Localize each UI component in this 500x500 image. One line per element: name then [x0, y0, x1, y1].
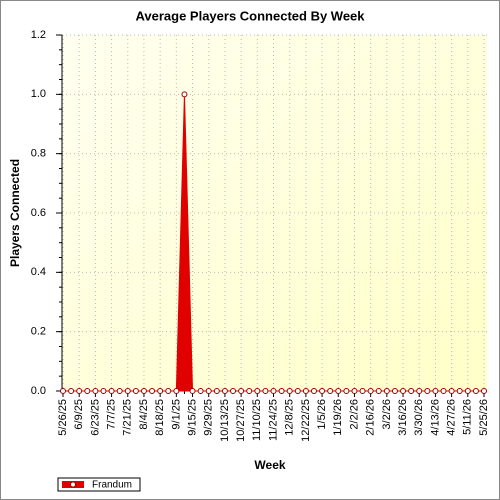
- point: [221, 388, 228, 394]
- point: [173, 388, 180, 394]
- point: [149, 388, 156, 394]
- x-tick-label: 2/16/26: [365, 399, 377, 436]
- point: [440, 388, 447, 394]
- point: [351, 388, 358, 394]
- point: [278, 388, 285, 394]
- x-tick-label: 8/18/25: [154, 399, 166, 436]
- point: [124, 388, 131, 394]
- legend-marker: [70, 481, 76, 488]
- point: [165, 388, 172, 394]
- x-tick-label: 11/24/25: [267, 399, 279, 441]
- x-tick-label: 11/10/25: [251, 399, 263, 441]
- point: [68, 388, 75, 394]
- point: [481, 388, 487, 394]
- point: [327, 388, 334, 394]
- point: [448, 388, 455, 394]
- x-tick-label: 1/19/26: [332, 399, 344, 436]
- x-tick-label: 6/9/25: [73, 399, 85, 430]
- x-tick-label: 7/7/25: [105, 399, 117, 430]
- point: [359, 388, 366, 394]
- y-tick-label: 1.2: [31, 29, 46, 41]
- x-tick-label: 12/22/25: [300, 399, 312, 442]
- point: [319, 388, 326, 394]
- point: [84, 388, 91, 394]
- y-tick-label: 0.6: [31, 207, 46, 219]
- x-tick-label: 9/15/25: [186, 399, 198, 436]
- y-tick-label: 0.2: [31, 326, 46, 338]
- point: [383, 388, 390, 394]
- point: [230, 388, 237, 394]
- x-tick-label: 7/21/25: [122, 399, 134, 436]
- point: [100, 388, 107, 394]
- point: [132, 388, 139, 394]
- x-tick-label: 5/11/26: [462, 399, 474, 435]
- x-tick-label: 3/16/26: [397, 399, 409, 436]
- x-tick-label: 8/4/25: [138, 399, 150, 430]
- point: [254, 388, 261, 394]
- x-tick-label: 10/27/25: [235, 399, 247, 442]
- point: [140, 388, 147, 394]
- y-tick-label: 1.0: [31, 88, 46, 100]
- point: [400, 388, 407, 394]
- point: [92, 388, 99, 394]
- point: [294, 388, 301, 394]
- point: [262, 388, 269, 394]
- point: [343, 388, 350, 394]
- x-tick-label: 3/30/26: [413, 399, 425, 436]
- point: [189, 388, 196, 394]
- y-axis-title: Players Connected: [8, 159, 22, 267]
- x-tick-label: 3/2/26: [381, 399, 393, 430]
- x-tick-label: 12/8/25: [284, 399, 296, 436]
- point: [197, 388, 204, 394]
- point: [270, 388, 277, 394]
- y-tick-label: 0.0: [31, 385, 46, 397]
- point: [391, 388, 398, 394]
- x-tick-label: 4/13/26: [429, 399, 441, 436]
- point: [310, 388, 317, 394]
- point: [286, 388, 293, 394]
- y-tick-label: 0.4: [31, 266, 46, 278]
- point: [408, 388, 415, 394]
- point: [181, 91, 188, 98]
- chart-title: Average Players Connected By Week: [135, 8, 365, 23]
- point: [416, 388, 423, 394]
- point: [116, 388, 123, 394]
- point: [432, 388, 439, 394]
- point: [108, 388, 115, 394]
- point: [60, 388, 66, 394]
- legend-label: Frandum: [92, 480, 132, 491]
- x-tick-label: 5/25/26: [478, 399, 490, 436]
- x-tick-label: 10/13/25: [219, 399, 231, 442]
- point: [335, 388, 342, 394]
- point: [246, 388, 253, 394]
- point: [456, 388, 463, 394]
- x-tick-label: 2/2/26: [348, 399, 360, 430]
- point: [157, 388, 164, 394]
- point: [464, 388, 471, 394]
- point: [302, 388, 309, 394]
- point: [213, 388, 220, 394]
- x-tick-label: 1/5/26: [316, 399, 328, 430]
- x-axis-title: Week: [254, 458, 285, 472]
- point: [367, 388, 374, 394]
- x-tick-label: 6/23/25: [89, 399, 101, 436]
- x-tick-label: 9/1/25: [170, 399, 182, 430]
- x-tick-label: 9/29/25: [203, 399, 215, 436]
- point: [76, 388, 83, 394]
- point: [472, 388, 479, 394]
- x-tick-label: 4/27/26: [446, 399, 458, 436]
- point: [205, 388, 212, 394]
- point: [424, 388, 431, 394]
- point: [375, 388, 382, 394]
- point: [238, 388, 245, 394]
- x-tick-label: 5/26/25: [57, 399, 69, 436]
- y-tick-label: 0.8: [31, 148, 46, 160]
